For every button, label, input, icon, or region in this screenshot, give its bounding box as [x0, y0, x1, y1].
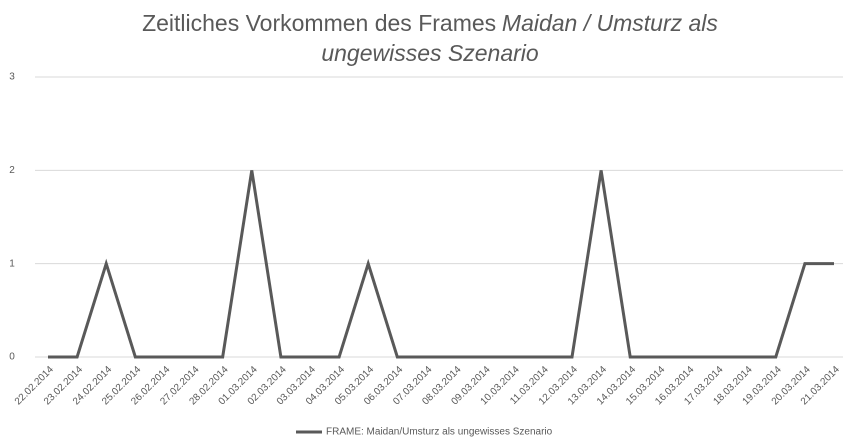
legend-label: FRAME: Maidan/Umsturz als ungewisses Sze… — [326, 427, 553, 438]
title-text: Zeitliches Vorkommen des Frames — [142, 10, 497, 36]
y-tick-label: 1 — [9, 258, 15, 269]
y-tick-label: 0 — [9, 352, 15, 363]
data-line — [48, 170, 834, 359]
title-emphasis: Maidan / Umsturz als ungewisses Szenario — [321, 10, 718, 66]
y-tick-label: 3 — [9, 72, 15, 83]
y-tick-label: 2 — [9, 165, 15, 176]
chart-title: Zeitliches Vorkommen des Frames Maidan / … — [120, 8, 740, 68]
